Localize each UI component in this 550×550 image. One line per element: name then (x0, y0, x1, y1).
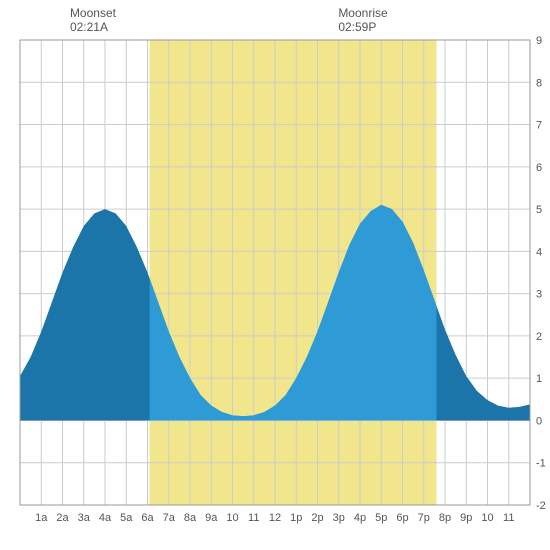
tide-chart: { "chart": { "type": "area", "width": 55… (0, 0, 550, 550)
svg-text:4a: 4a (99, 512, 112, 524)
svg-text:7p: 7p (418, 512, 430, 524)
svg-text:2a: 2a (56, 512, 69, 524)
moonrise-time: 02:59P (338, 20, 376, 34)
svg-text:2p: 2p (311, 512, 323, 524)
svg-text:10: 10 (481, 512, 493, 524)
svg-text:8a: 8a (184, 512, 197, 524)
svg-text:1: 1 (536, 373, 542, 385)
svg-text:7a: 7a (163, 512, 176, 524)
svg-text:10: 10 (226, 512, 238, 524)
svg-text:7: 7 (536, 120, 542, 132)
svg-text:4p: 4p (354, 512, 366, 524)
svg-text:8p: 8p (439, 512, 451, 524)
svg-text:6p: 6p (396, 512, 408, 524)
svg-text:2: 2 (536, 331, 542, 343)
svg-text:0: 0 (536, 415, 542, 427)
svg-text:8: 8 (536, 77, 542, 89)
svg-text:5p: 5p (375, 512, 387, 524)
svg-text:5: 5 (536, 204, 542, 216)
svg-text:6a: 6a (141, 512, 154, 524)
svg-text:4: 4 (536, 246, 542, 258)
svg-text:9: 9 (536, 35, 542, 47)
svg-text:9p: 9p (460, 512, 472, 524)
moonset-label: Moonset 02:21A (70, 6, 116, 34)
moonset-title: Moonset (70, 6, 116, 20)
svg-text:-1: -1 (536, 458, 546, 470)
svg-text:1a: 1a (35, 512, 48, 524)
svg-text:5a: 5a (120, 512, 133, 524)
moonrise-label: Moonrise 02:59P (338, 6, 387, 34)
svg-text:12: 12 (269, 512, 281, 524)
chart-svg: -2-101234567891a2a3a4a5a6a7a8a9a1011121p… (0, 0, 550, 550)
svg-text:3p: 3p (333, 512, 345, 524)
svg-text:9a: 9a (205, 512, 218, 524)
moonrise-title: Moonrise (338, 6, 387, 20)
svg-text:11: 11 (248, 512, 259, 524)
svg-text:3a: 3a (78, 512, 91, 524)
svg-text:6: 6 (536, 162, 542, 174)
svg-text:-2: -2 (536, 500, 546, 512)
moonset-time: 02:21A (70, 20, 108, 34)
svg-text:1p: 1p (290, 512, 302, 524)
svg-text:11: 11 (503, 512, 514, 524)
svg-text:3: 3 (536, 289, 542, 301)
